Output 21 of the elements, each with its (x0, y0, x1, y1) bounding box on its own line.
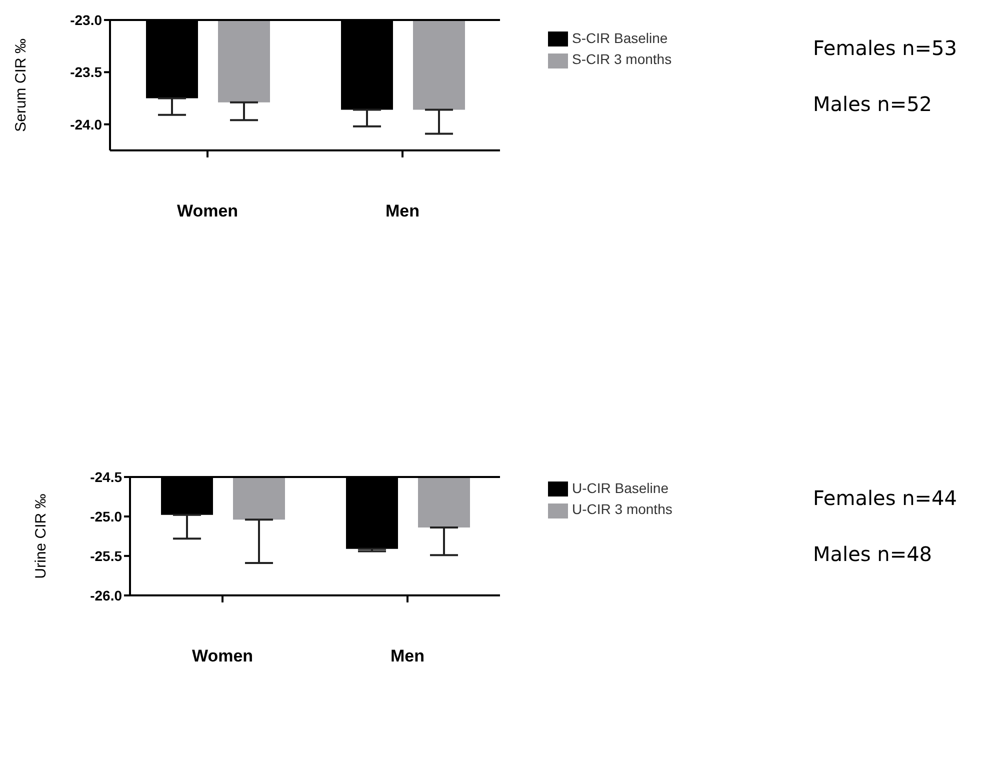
y-tick-label: -26.0 (90, 587, 122, 604)
legend-label: S-CIR Baseline (572, 30, 668, 46)
text: Males n=48 (813, 542, 934, 566)
y-tick-label: -23.5 (70, 64, 102, 80)
x-tick-label: Men (390, 646, 424, 666)
legend-label: U-CIR Baseline (572, 480, 668, 496)
x-tick-label: Men (386, 201, 420, 220)
text: Males n=52 (813, 92, 934, 116)
x-tick-label: Women (176, 201, 238, 220)
text: Females n=44 (813, 486, 957, 510)
legend-label: S-CIR 3 months (572, 51, 672, 68)
text: Females n=53 (813, 36, 957, 60)
y-axis-title: Serum CIR ‰ (12, 38, 30, 132)
y-tick-label: -24.5 (90, 468, 122, 485)
y-tick-label: -24.0 (70, 116, 102, 132)
y-axis-title: Urine CIR ‰ (32, 494, 50, 579)
legend-label: U-CIR 3 months (572, 501, 672, 518)
y-tick-label: -25.0 (90, 508, 122, 524)
y-tick-label: -25.5 (90, 548, 122, 564)
y-tick-label: -23.0 (70, 12, 102, 28)
x-tick-label: Women (192, 646, 254, 666)
